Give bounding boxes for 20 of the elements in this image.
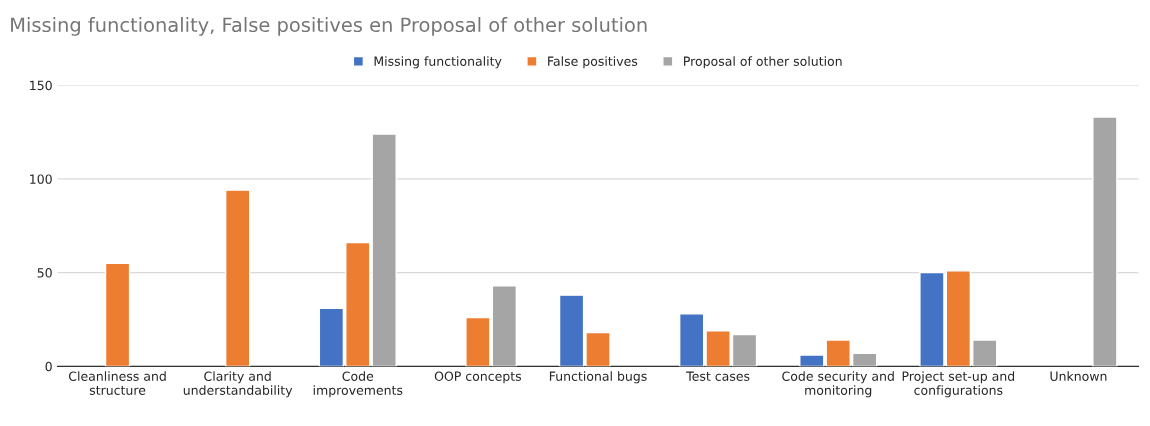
x-tick-label: Cleanliness and structure <box>68 371 166 395</box>
bar <box>1092 116 1118 367</box>
bar <box>224 189 251 367</box>
x-tick-label: Test cases <box>686 371 750 381</box>
y-tick-label: 50 <box>37 268 52 278</box>
x-tick-label: OOP concepts <box>434 371 522 384</box>
x-tick-label: Project set-up and configurations <box>902 371 1015 398</box>
y-tick-label: 100 <box>30 174 52 184</box>
y-tick-label: 150 <box>30 80 52 91</box>
x-tick-label: Unknown <box>1050 371 1107 381</box>
x-tick-label: Code security and monitoring <box>782 371 894 398</box>
x-tick-label: Functional bugs <box>549 371 647 384</box>
legend-label: Missing functionality <box>374 56 502 69</box>
bar <box>104 262 131 367</box>
chart-title: Missing functionality, False positives en Proposal of other solution <box>11 17 647 36</box>
legend-label: False positives <box>548 56 638 69</box>
x-tick-label: Clarity and understandability <box>183 371 293 398</box>
legend-label: Proposal of other solution <box>684 56 842 69</box>
y-tick-label: 0 <box>45 361 52 372</box>
x-tick-label: Code improvements <box>313 371 403 398</box>
